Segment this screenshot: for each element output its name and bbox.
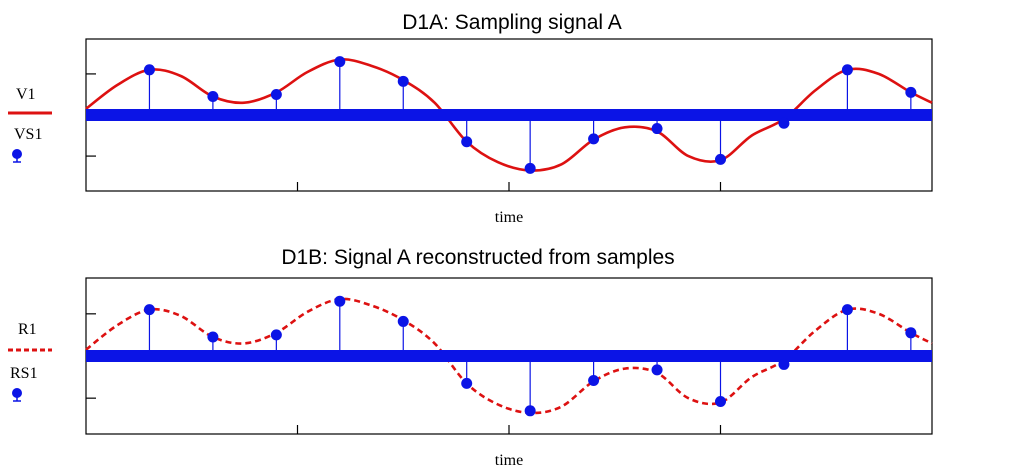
- chart-b-sample-point: [397, 315, 409, 327]
- chart-a-sample-point: [143, 64, 155, 76]
- chart-a-sample-point: [905, 86, 917, 98]
- chart-a-sample-point: [270, 88, 282, 100]
- legend-rs1-label: RS1: [10, 365, 38, 382]
- chart-a-sample-point: [715, 153, 726, 165]
- chart-b-sample-point: [524, 405, 536, 417]
- chart-a-series-v1: [85, 58, 933, 172]
- chart-b-sample-point: [778, 358, 790, 370]
- legend-r1-label: R1: [18, 321, 37, 338]
- chart-b-title: D1B: Signal A reconstructed from samples: [281, 246, 674, 269]
- chart-a-sample-point: [588, 133, 600, 145]
- chart-a: D1A: Sampling signal A time V1 VS1: [8, 11, 933, 226]
- chart-a-sample-point: [461, 136, 473, 148]
- chart-b-sample-point: [207, 331, 219, 343]
- chart-b-sample-point: [588, 374, 600, 386]
- chart-b-sample-point: [461, 377, 473, 389]
- legend-rs1-marker: [12, 388, 22, 402]
- chart-b-plot: [85, 295, 933, 434]
- chart-a-sample-point: [397, 75, 409, 87]
- chart-a-sample-point: [651, 123, 663, 135]
- chart-a-xlabel: time: [495, 209, 523, 226]
- chart-b-sample-point: [270, 329, 282, 341]
- chart-b: D1B: Signal A reconstructed from samples…: [8, 246, 933, 469]
- chart-a-sample-point: [334, 56, 346, 68]
- chart-a-sample-point: [207, 91, 219, 103]
- chart-b-sample-point: [905, 327, 917, 339]
- chart-b-sample-point: [143, 304, 155, 316]
- chart-b-xlabel: time: [495, 452, 523, 469]
- chart-a-sample-point: [778, 117, 790, 129]
- legend-v1-label: V1: [16, 86, 36, 103]
- chart-b-sample-point: [651, 364, 663, 376]
- chart-a-plot: [85, 56, 933, 191]
- chart-b-sample-point: [841, 304, 853, 316]
- chart-a-sample-point: [841, 64, 853, 76]
- legend-vs1-label: VS1: [14, 126, 42, 143]
- legend-vs1-marker: [12, 149, 22, 163]
- chart-b-series-r1: [85, 297, 933, 415]
- chart-b-sample-point: [334, 295, 346, 307]
- chart-a-sample-point: [524, 162, 536, 174]
- chart-a-title: D1A: Sampling signal A: [402, 11, 621, 34]
- chart-b-sample-point: [715, 396, 726, 408]
